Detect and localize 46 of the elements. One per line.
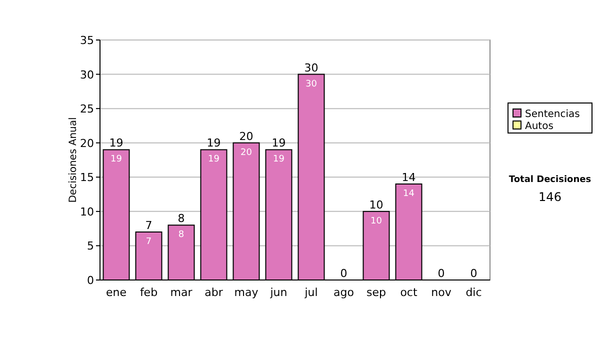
x-tick-label: feb bbox=[140, 286, 158, 299]
x-tick-label: oct bbox=[400, 286, 418, 299]
total-label: 14 bbox=[402, 171, 416, 184]
x-tick-label: nov bbox=[431, 286, 452, 299]
y-tick-label: 10 bbox=[80, 205, 94, 218]
legend-label: Autos bbox=[525, 121, 554, 132]
data-label: 14 bbox=[403, 189, 415, 199]
x-tick-label: jun bbox=[269, 286, 288, 299]
y-tick-label: 35 bbox=[80, 34, 94, 47]
x-tick-label: abr bbox=[204, 286, 224, 299]
y-tick-label: 15 bbox=[80, 171, 94, 184]
data-label: 19 bbox=[273, 154, 285, 165]
text: 146 bbox=[538, 190, 562, 204]
total-label: 0 bbox=[438, 267, 445, 280]
x-tick-label: ene bbox=[106, 286, 127, 299]
text: Total Decisiones bbox=[508, 175, 592, 185]
data-label: 20 bbox=[240, 148, 252, 158]
total-label: 20 bbox=[239, 130, 254, 143]
data-label: 10 bbox=[370, 216, 382, 226]
total-label: 19 bbox=[109, 136, 124, 150]
legend-label: Sentencias bbox=[525, 109, 580, 120]
x-tick-label: sep bbox=[366, 286, 386, 299]
total-label: 7 bbox=[145, 219, 152, 232]
y-axis-title: Decisiones Anual bbox=[68, 117, 79, 203]
y-tick-label: 30 bbox=[80, 68, 94, 82]
y-tick-label: 25 bbox=[80, 102, 94, 116]
total-label: 10 bbox=[369, 198, 384, 212]
x-tick-label: jul bbox=[304, 286, 318, 299]
data-label: 8 bbox=[178, 230, 184, 240]
x-tick-label: mar bbox=[170, 286, 193, 299]
x-tick-label: may bbox=[234, 286, 259, 299]
total-label: 8 bbox=[178, 212, 185, 226]
data-label: 19 bbox=[208, 154, 220, 165]
y-tick-label: 5 bbox=[87, 240, 94, 253]
total-label: 19 bbox=[272, 136, 286, 150]
data-label: 7 bbox=[146, 237, 152, 247]
data-label: 19 bbox=[110, 154, 122, 165]
total-label: 30 bbox=[304, 61, 318, 74]
total-label: 0 bbox=[340, 267, 348, 280]
y-tick-label: 20 bbox=[80, 136, 94, 150]
x-tick-label: dic bbox=[466, 286, 482, 299]
total-label: 0 bbox=[470, 267, 478, 280]
y-tick-label: 0 bbox=[87, 274, 94, 287]
x-tick-label: ago bbox=[334, 286, 354, 299]
data-label: 30 bbox=[306, 79, 318, 90]
total-label: 19 bbox=[206, 136, 221, 150]
